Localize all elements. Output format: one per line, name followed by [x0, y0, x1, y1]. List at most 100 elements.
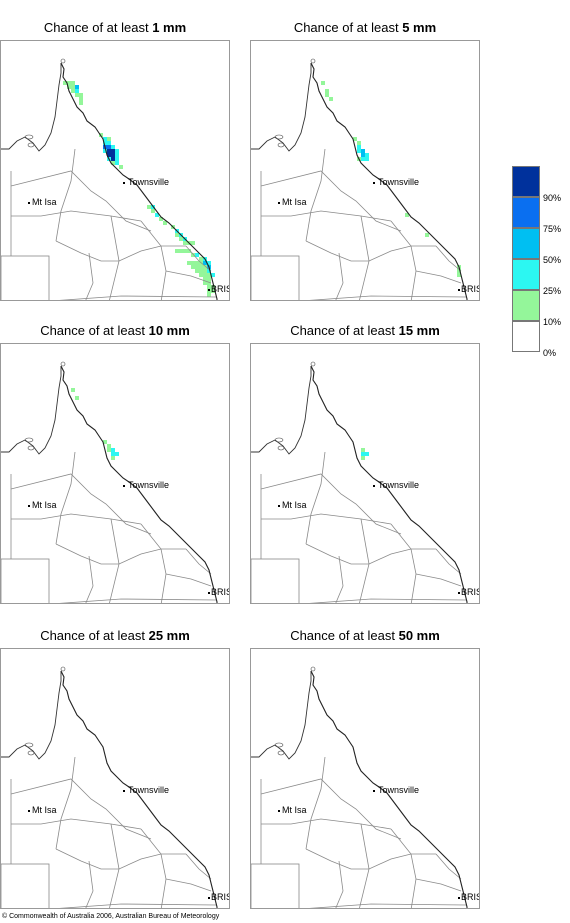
- rain-cell: [115, 149, 119, 153]
- townsville-label: Townsville: [378, 177, 420, 187]
- map: Townsville Mt Isa BRIS: [0, 40, 230, 301]
- rain-cell: [191, 265, 195, 269]
- bris-label: BRIS: [461, 284, 480, 294]
- legend-label-50: 50%: [543, 255, 562, 265]
- district-border: [85, 555, 94, 603]
- panel-title: Chance of at least 10 mm: [40, 323, 190, 338]
- district-border: [59, 903, 217, 908]
- rain-cell: [203, 277, 207, 281]
- rain-cell: [63, 81, 67, 85]
- rain-cell: [115, 153, 119, 157]
- rain-cell: [211, 285, 215, 289]
- queensland-map-svg: [251, 666, 468, 908]
- rain-cell: [357, 145, 361, 149]
- rain-cell: [175, 249, 179, 253]
- rain-cell: [115, 452, 119, 456]
- rain-cell: [79, 101, 83, 105]
- map: Townsville Mt Isa BRIS: [0, 343, 230, 604]
- rain-cell: [191, 261, 195, 265]
- map: Townsville Mt Isa BRIS: [250, 648, 480, 909]
- townsville-label: Townsville: [378, 480, 420, 490]
- rain-cell: [111, 157, 115, 161]
- rain-cell: [79, 97, 83, 101]
- rain-cell: [207, 269, 211, 273]
- rain-cell: [115, 161, 119, 165]
- map: Townsville Mt Isa BRIS: [250, 343, 480, 604]
- queensland-map-svg: [251, 58, 468, 300]
- townsville-dot: [373, 182, 375, 184]
- townsville-dot: [373, 790, 375, 792]
- district-border: [109, 215, 120, 300]
- gulf-coastline: [1, 63, 62, 152]
- bris-dot: [208, 289, 210, 291]
- rain-cell: [457, 269, 461, 273]
- bris-dot: [208, 897, 210, 899]
- rain-cell: [361, 452, 365, 456]
- queensland-map-svg: [1, 666, 218, 908]
- district-border: [55, 240, 186, 262]
- district-border: [55, 148, 76, 242]
- district-border: [415, 878, 462, 892]
- inset-box: [251, 863, 300, 908]
- district-border: [140, 220, 167, 300]
- island: [60, 58, 66, 64]
- gulf-coastline: [251, 671, 312, 760]
- rain-cell: [75, 396, 79, 400]
- legend-label-75: 75%: [543, 224, 562, 234]
- panel-title: Chance of at least 25 mm: [40, 628, 190, 643]
- townsville-label: Townsville: [128, 480, 170, 490]
- gulf-coastline: [251, 366, 312, 455]
- panel-title: Chance of at least 50 mm: [290, 628, 440, 643]
- rain-cell: [175, 233, 179, 237]
- rain-cell: [71, 388, 75, 392]
- rain-cell: [357, 149, 361, 153]
- island: [27, 445, 35, 451]
- district-border: [309, 903, 467, 908]
- district-border: [390, 220, 417, 300]
- legend-swatch-0: [512, 321, 540, 352]
- rain-cell: [71, 85, 75, 89]
- rain-cell: [195, 261, 199, 265]
- rain-cell: [211, 273, 215, 277]
- district-border: [59, 598, 217, 603]
- district-border: [59, 295, 217, 300]
- townsville-dot: [123, 182, 125, 184]
- district-border: [305, 148, 326, 242]
- rain-cell: [187, 261, 191, 265]
- mt-isa-label: Mt Isa: [32, 500, 57, 510]
- district-border: [10, 170, 152, 232]
- district-border: [261, 513, 392, 525]
- coastline: [310, 670, 468, 908]
- district-border: [55, 543, 186, 565]
- island: [277, 445, 285, 451]
- rain-cell: [107, 444, 111, 448]
- district-border: [359, 823, 370, 908]
- rain-cell: [147, 205, 151, 209]
- legend-label-90: 90%: [543, 193, 562, 203]
- rain-cell: [99, 133, 103, 137]
- mt-isa-label: Mt Isa: [282, 500, 307, 510]
- island: [274, 742, 284, 748]
- rain-cell: [67, 81, 71, 85]
- district-border: [335, 555, 344, 603]
- bris-label: BRIS: [211, 284, 230, 294]
- district-border: [261, 210, 392, 222]
- rain-cell: [361, 456, 365, 460]
- island: [27, 750, 35, 756]
- rain-cell: [179, 237, 183, 241]
- island: [310, 666, 316, 672]
- rain-cell: [357, 141, 361, 145]
- rain-cell: [103, 440, 107, 444]
- legend-swatch-25: [512, 259, 540, 290]
- inset-box: [1, 558, 50, 603]
- rain-cell: [361, 157, 365, 161]
- district-border: [85, 860, 94, 908]
- district-border: [85, 252, 94, 300]
- townsville-label: Townsville: [128, 177, 170, 187]
- rain-cell: [107, 141, 111, 145]
- rain-cell: [361, 153, 365, 157]
- rain-cell: [191, 241, 195, 245]
- rain-cell: [207, 293, 211, 297]
- townsville-dot: [373, 485, 375, 487]
- bris-label: BRIS: [211, 892, 230, 902]
